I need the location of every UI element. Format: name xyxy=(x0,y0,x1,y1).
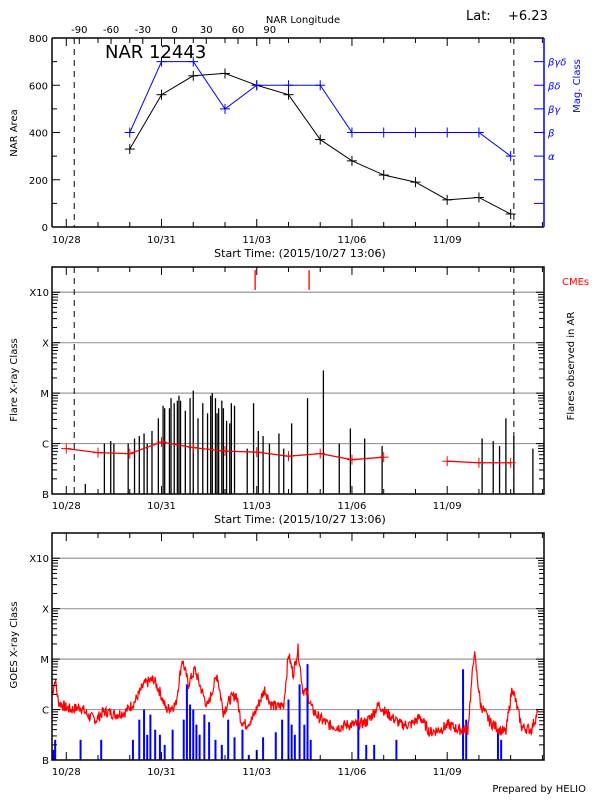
prepared-by-helio: Prepared by HELIO xyxy=(492,784,586,795)
nar-area-ylabel: NAR Area xyxy=(9,109,20,156)
flare-bars xyxy=(84,370,534,494)
class-label: X xyxy=(42,339,49,350)
longitude-tick-label: -30 xyxy=(135,25,151,36)
flare-y-ticks: B C M X X10 xyxy=(29,288,544,501)
goes-class-gridlines xyxy=(52,557,544,711)
nar-xlabel: Start Time: (2015/10/27 13:06) xyxy=(214,247,386,260)
nar-series xyxy=(124,56,516,220)
mag-class-label: βδ xyxy=(547,81,561,92)
lat-value: +6.23 xyxy=(508,9,548,24)
mag-class-label: β xyxy=(547,129,555,140)
goes-y-ticks: B C M X X10 xyxy=(29,554,544,767)
x-tick-label: 10/28 xyxy=(52,235,81,246)
y-tick-label: 400 xyxy=(29,129,48,140)
class-label: X10 xyxy=(29,554,49,565)
nar-title: NAR 12443 xyxy=(105,42,206,63)
x-tick-label: 11/06 xyxy=(338,235,367,246)
longitude-tick-label: 30 xyxy=(200,25,213,36)
x-tick-label: 11/09 xyxy=(433,767,462,778)
x-tick-label: 11/03 xyxy=(242,501,271,512)
y-tick-label: 800 xyxy=(29,34,48,45)
class-label: C xyxy=(42,440,49,451)
class-label: X10 xyxy=(29,288,49,299)
nar-area-y-ticks: 0 200 400 600 800 xyxy=(29,34,60,234)
y-tick-label: 600 xyxy=(29,81,48,92)
mag-class-ylabel: Mag. Class xyxy=(572,59,583,113)
x-tick-label: 11/06 xyxy=(338,767,367,778)
flare-xlabel: Start Time: (2015/10/27 13:06) xyxy=(214,513,386,526)
x-tick-label: 11/09 xyxy=(433,235,462,246)
goes-series xyxy=(51,643,539,760)
x-tick-label: 10/31 xyxy=(147,767,176,778)
goes-class-ylabel: GOES X-ray Class xyxy=(9,601,20,688)
x-tick-label: 11/03 xyxy=(242,235,271,246)
flare-panel: Flare X-ray Class Flares observed in AR … xyxy=(9,266,589,526)
longitude-tick-label: -90 xyxy=(71,25,87,36)
flare-class-gridlines xyxy=(52,291,544,445)
nar-x-ticks: 10/28 10/31 11/03 11/06 11/09 xyxy=(52,38,543,246)
longitude-tick-label: 0 xyxy=(171,25,177,36)
x-tick-label: 10/31 xyxy=(147,235,176,246)
lat-label: Lat: xyxy=(466,9,491,24)
nar-area-panel: NAR 12443 Lat: +6.23 NAR Longitude -90 -6… xyxy=(9,9,583,260)
goes-panel: GOES X-ray Class 10/28 10/31 11/03 11/06 11/… xyxy=(9,532,586,795)
goes-plot-frame xyxy=(51,532,545,761)
flare-plot-frame xyxy=(51,266,545,495)
cme-markers xyxy=(254,270,310,290)
flare-class-ylabel: Flare X-ray Class xyxy=(9,338,20,422)
longitude-tick-label: -60 xyxy=(103,25,119,36)
longitude-ticks: -90 -60 -30 0 30 60 90 xyxy=(71,25,276,44)
flare-x-ticks: 10/28 10/31 11/03 11/06 11/09 xyxy=(52,267,543,512)
flares-observed-ylabel: Flares observed in AR xyxy=(566,312,577,421)
x-tick-label: 10/28 xyxy=(52,501,81,512)
x-tick-label: 11/09 xyxy=(433,501,462,512)
longitude-tick-label: 60 xyxy=(232,25,245,36)
class-label: B xyxy=(42,490,49,501)
mag-class-label: βγ xyxy=(547,105,561,116)
x-tick-label: 10/31 xyxy=(147,501,176,512)
y-tick-label: 200 xyxy=(29,176,48,187)
goes-x-ticks: 10/28 10/31 11/03 11/06 11/09 xyxy=(52,533,543,778)
mag-class-label: α xyxy=(548,152,555,163)
cmes-label: CMEs xyxy=(562,277,589,288)
limb-lines xyxy=(73,38,515,227)
x-tick-label: 11/03 xyxy=(242,767,271,778)
x-tick-label: 10/28 xyxy=(52,767,81,778)
goes-long-line xyxy=(51,643,539,737)
limb-lines xyxy=(73,267,515,494)
class-label: M xyxy=(40,655,49,666)
class-label: C xyxy=(42,706,49,717)
class-label: X xyxy=(42,605,49,616)
class-label: M xyxy=(40,389,49,400)
flare-rate-series xyxy=(61,437,516,468)
mag-class-label: βγδ xyxy=(547,58,566,69)
mag-class-ticks: α β βγ βδ βγδ xyxy=(534,58,566,204)
class-label: B xyxy=(42,756,49,767)
longitude-tick-label: 90 xyxy=(263,25,276,36)
x-tick-label: 11/06 xyxy=(338,501,367,512)
y-tick-label: 0 xyxy=(42,223,48,234)
nar-longitude-label: NAR Longitude xyxy=(266,15,340,26)
